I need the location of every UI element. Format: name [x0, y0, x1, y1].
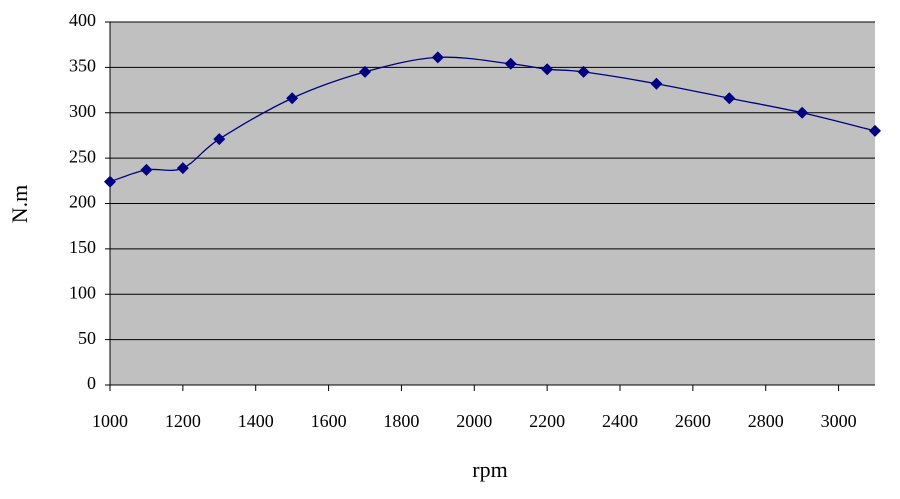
data-point	[650, 77, 663, 90]
y-tick-label: 100	[69, 282, 96, 302]
data-point	[140, 163, 153, 176]
data-point	[869, 124, 881, 137]
data-point	[104, 175, 116, 188]
y-tick-label: 250	[69, 146, 96, 166]
y-axis-label: N.m	[7, 185, 32, 224]
x-tick-label: 1200	[165, 411, 201, 431]
y-tick-label: 50	[78, 328, 96, 348]
y-tick-label: 200	[69, 192, 96, 212]
x-tick-label: 2000	[456, 411, 492, 431]
x-tick-label: 1800	[383, 411, 419, 431]
y-tick-label: 0	[87, 373, 96, 393]
x-tick-label: 1400	[238, 411, 274, 431]
x-tick-label: 2600	[675, 411, 711, 431]
x-tick-label: 2400	[602, 411, 638, 431]
data-point	[541, 63, 554, 76]
data-point	[213, 133, 226, 146]
data-point	[359, 65, 371, 78]
x-tick-label: 1600	[311, 411, 347, 431]
y-tick-label: 350	[69, 56, 96, 76]
data-point	[286, 92, 299, 105]
data-point	[723, 92, 736, 105]
y-tick-label: 400	[69, 10, 96, 30]
x-tick-label: 1000	[92, 411, 128, 431]
x-tick-label: 3000	[821, 411, 857, 431]
data-point	[504, 57, 517, 70]
x-tick-label: 2800	[748, 411, 784, 431]
data-point	[577, 65, 590, 78]
x-tick-label: 2200	[529, 411, 565, 431]
data-point	[176, 162, 189, 175]
y-tick-label: 300	[69, 101, 96, 121]
data-point	[796, 106, 809, 119]
data-point	[431, 51, 444, 64]
x-axis-label: rpm	[472, 457, 507, 482]
y-tick-label: 150	[69, 237, 96, 257]
